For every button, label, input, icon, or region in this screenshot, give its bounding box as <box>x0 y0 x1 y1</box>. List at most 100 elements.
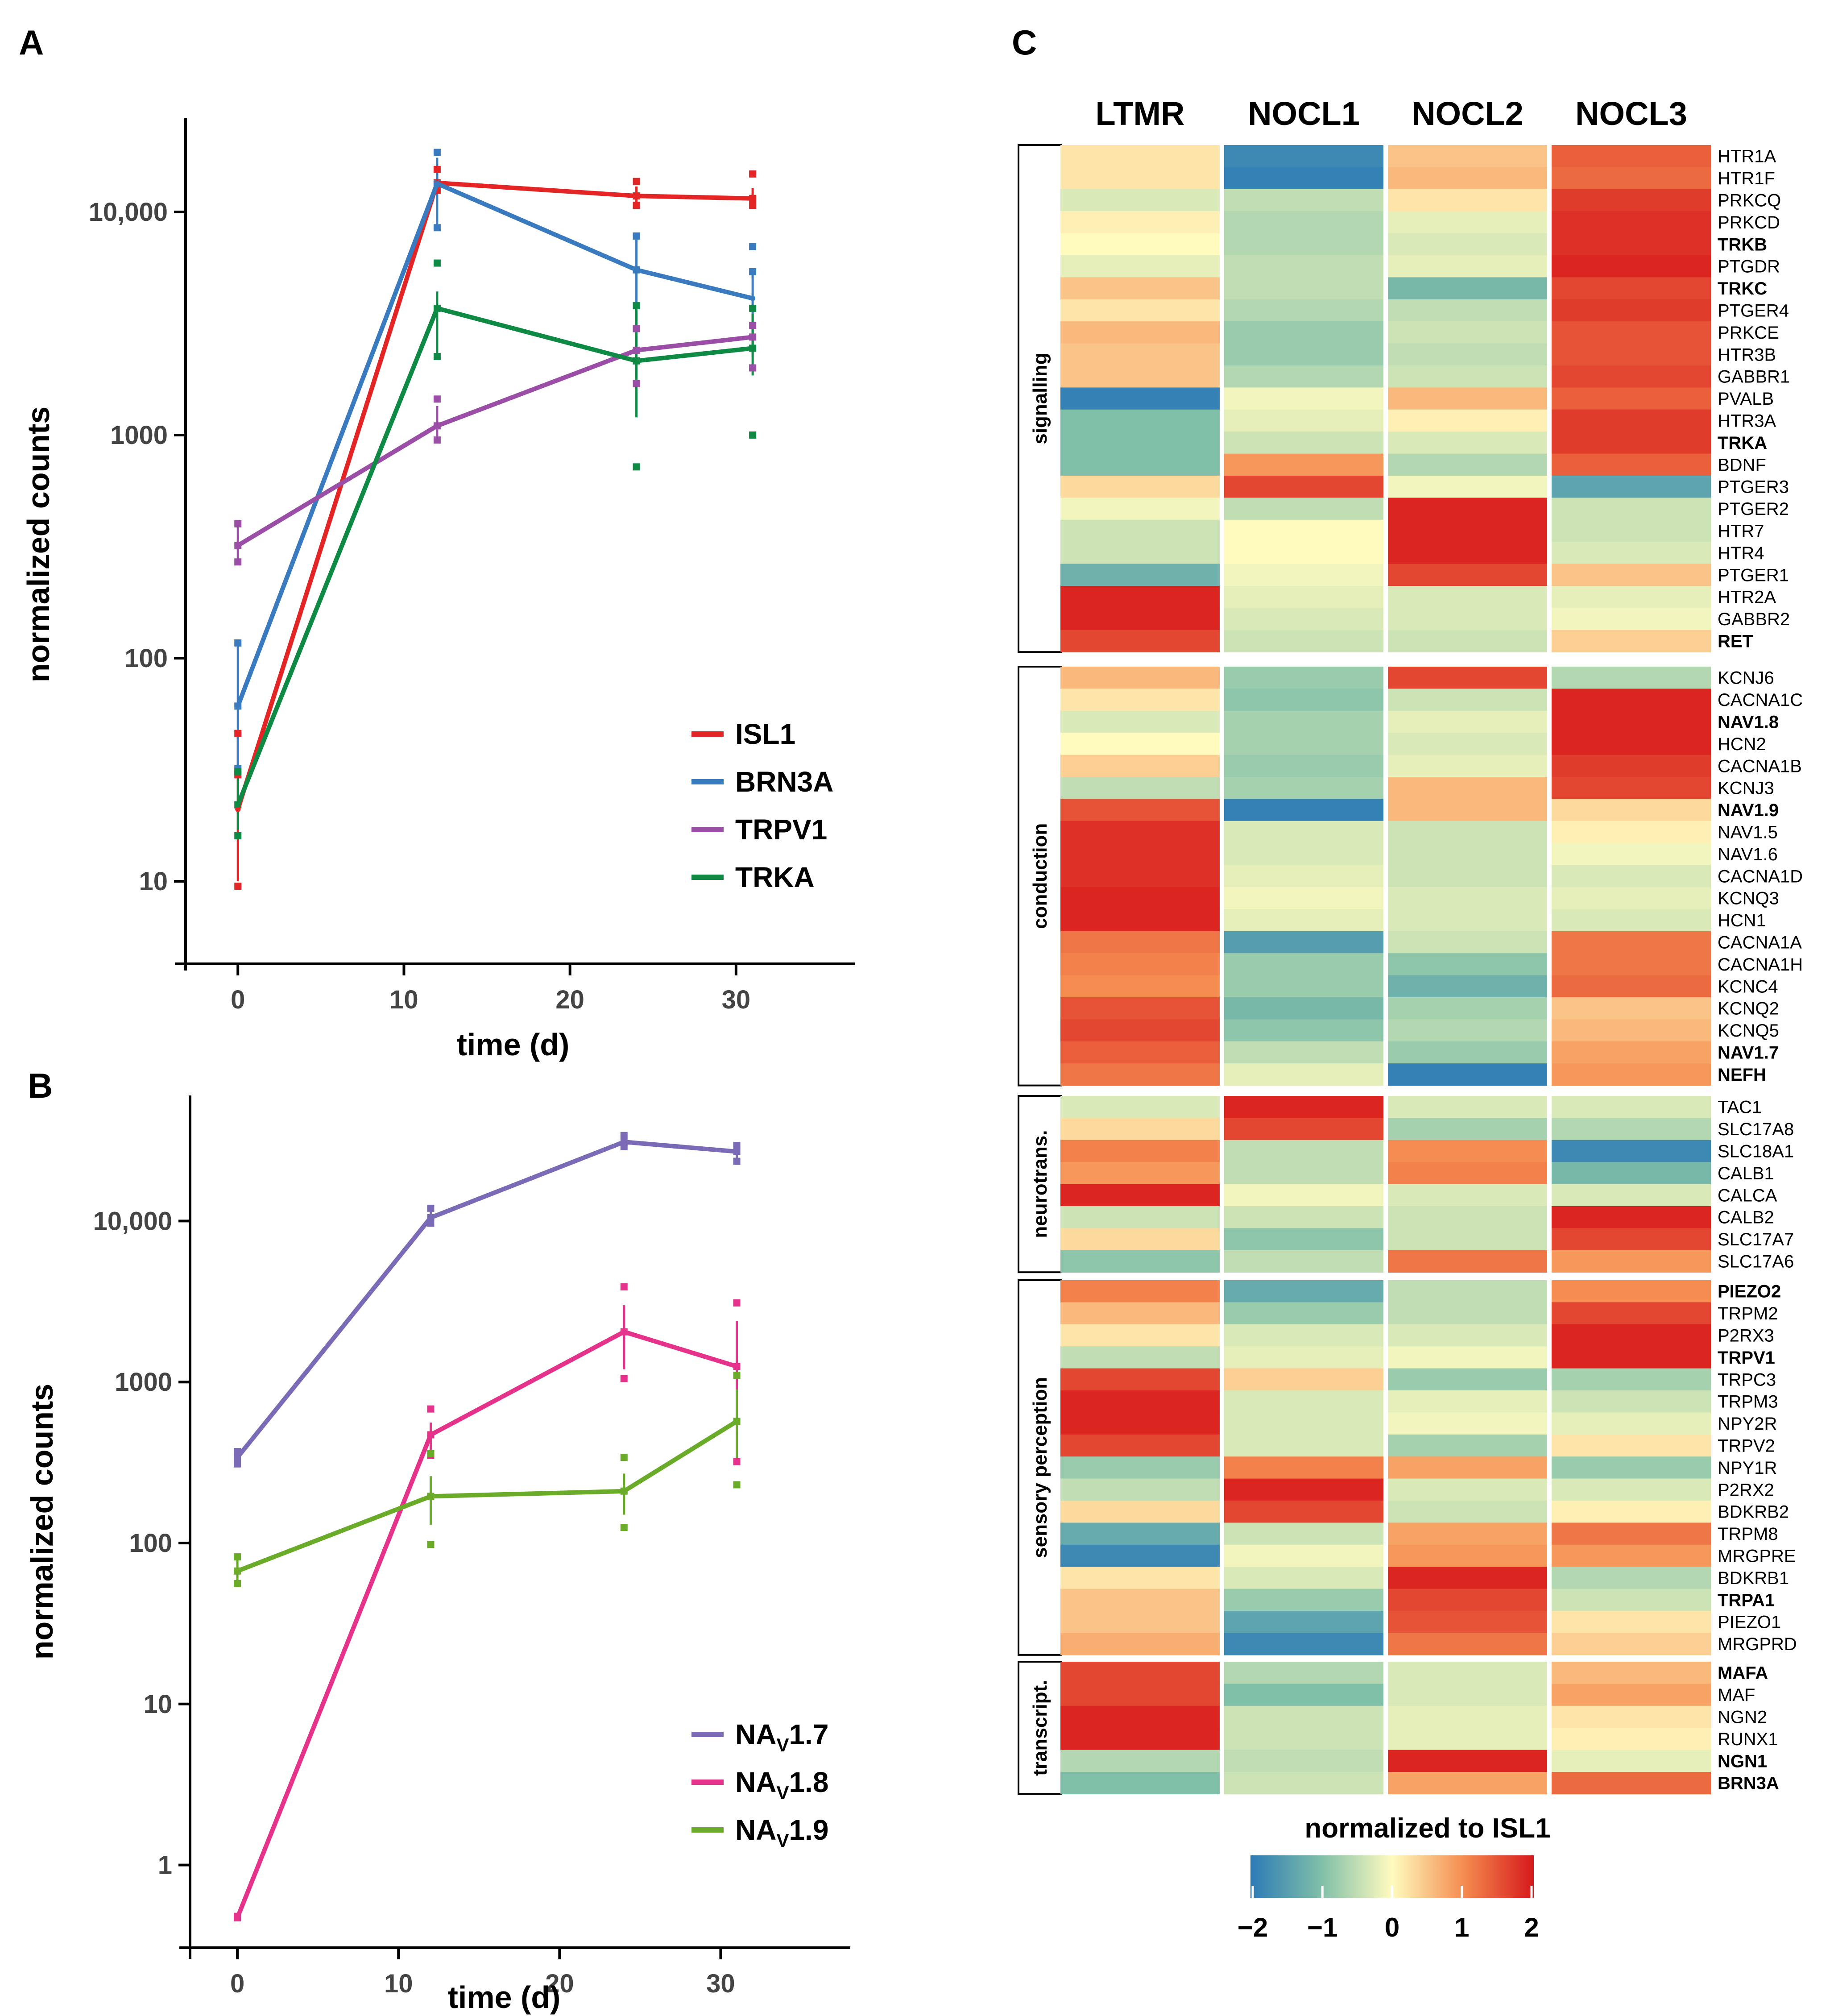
heatmap-cell <box>1388 564 1547 586</box>
heatmap-cell <box>1224 564 1383 586</box>
heatmap-cell <box>1552 1324 1711 1347</box>
heatmap-cell <box>1388 1412 1547 1435</box>
replicate-nav17 <box>733 1141 741 1149</box>
replicate-brn3a <box>433 224 441 232</box>
replicate-trka <box>749 431 757 439</box>
heatmap-cell <box>1060 608 1220 631</box>
heatmap-cell <box>1388 608 1547 631</box>
x-tick-label: 20 <box>545 1969 574 1998</box>
heatmap-cell <box>1388 931 1547 954</box>
heatmap-cell <box>1224 1456 1383 1479</box>
heatmap-cell <box>1552 689 1711 711</box>
heatmap-cell <box>1060 1662 1220 1684</box>
heatmap-cell <box>1388 1228 1547 1251</box>
point-isl1 <box>633 193 639 199</box>
heatmap-cell <box>1224 865 1383 888</box>
heatmap-cell <box>1552 1728 1711 1751</box>
heatmap-cell <box>1224 1096 1383 1119</box>
heatmap-cell <box>1060 145 1220 168</box>
error-bars <box>236 1135 738 1920</box>
heatmap-cell <box>1388 1063 1547 1086</box>
replicate-brn3a <box>633 232 640 240</box>
replicate-trpv1 <box>749 364 757 372</box>
heatmap-cell <box>1060 975 1220 998</box>
heatmap-groups: signalling conduction neurotrans. sensory p… <box>1018 144 1062 1795</box>
heatmap-cell <box>1224 1324 1383 1347</box>
heatmap-cell <box>1388 1184 1547 1207</box>
heatmap-cell <box>1388 975 1547 998</box>
row-label-cacna1h: CACNA1H <box>1718 955 1803 975</box>
heatmap-cell <box>1552 343 1711 366</box>
row-label-nav17: NAV1.7 <box>1718 1043 1779 1063</box>
point-trpv1 <box>750 334 756 340</box>
replicate-trpv1 <box>749 322 757 329</box>
heatmap-cell <box>1060 755 1220 777</box>
replicate-isl1 <box>749 170 757 178</box>
heatmap-cell <box>1552 1456 1711 1479</box>
point-brn3a <box>750 295 756 301</box>
point-nav19 <box>621 1488 627 1494</box>
heatmap-cell <box>1060 453 1220 476</box>
x-axis-title: time (d) <box>448 1980 561 2015</box>
chart-a: 10 100 1000 10,000 0 10 20 30 ISL1 BRN3A TRPV1 TR… <box>21 118 855 1062</box>
heatmap-cell <box>1224 630 1383 652</box>
colorbar-tick-label: 0 <box>1385 1912 1399 1942</box>
heatmap-cell <box>1552 1162 1711 1185</box>
column-label-nocl2: NOCL2 <box>1412 95 1524 132</box>
row-label-mafa: MAFA <box>1718 1663 1768 1683</box>
heatmap-cell <box>1060 1302 1220 1325</box>
heatmap-cell <box>1388 733 1547 755</box>
heatmap-cell <box>1060 887 1220 910</box>
row-label-cacna1a: CACNA1A <box>1718 933 1802 953</box>
heatmap-cell <box>1060 777 1220 800</box>
heatmap-cell <box>1388 1162 1547 1185</box>
heatmap-cell <box>1388 1589 1547 1611</box>
row-label-calca: CALCA <box>1718 1186 1777 1205</box>
row-label-slc17a7: SLC17A7 <box>1718 1230 1794 1249</box>
heatmap-cell <box>1060 1250 1220 1273</box>
y-tick-label: 1000 <box>115 1368 172 1397</box>
heatmap-cell <box>1060 1368 1220 1391</box>
heatmap-cell <box>1060 564 1220 586</box>
row-label-prkcq: PRKCQ <box>1718 191 1781 211</box>
heatmap-cell <box>1388 865 1547 888</box>
heatmap-cell <box>1552 1280 1711 1303</box>
row-label-htr7: HTR7 <box>1718 522 1764 541</box>
heatmap-cell <box>1388 777 1547 800</box>
heatmap-cell <box>1388 431 1547 454</box>
replicate-brn3a <box>749 268 757 275</box>
heatmap-cell <box>1388 630 1547 652</box>
heatmap-cell <box>1060 321 1220 344</box>
heatmap-cell <box>1224 387 1383 410</box>
row-label-htr2a: HTR2A <box>1718 588 1776 607</box>
row-label-piezo1: PIEZO1 <box>1718 1613 1781 1632</box>
heatmap-cell <box>1552 909 1711 932</box>
heatmap-cell <box>1552 1228 1711 1251</box>
heatmap-cell <box>1060 586 1220 609</box>
heatmap-cell <box>1552 519 1711 542</box>
heatmap-cell <box>1388 145 1547 168</box>
replicate-trpv1 <box>633 380 640 387</box>
heatmap-cell <box>1224 799 1383 821</box>
heatmap-cell <box>1224 1250 1383 1273</box>
heatmap-cell <box>1224 710 1383 733</box>
replicate-nav19 <box>620 1524 628 1531</box>
heatmap-cell <box>1224 1434 1383 1457</box>
heatmap-cell <box>1224 1478 1383 1501</box>
heatmap-cell <box>1388 1750 1547 1772</box>
heatmap-cell <box>1552 1346 1711 1369</box>
heatmap-cell <box>1060 233 1220 256</box>
heatmap-cell <box>1224 821 1383 843</box>
group-box-signalling <box>1018 144 1062 653</box>
group-label-signalling: signalling <box>1029 353 1051 444</box>
row-label-hcn2: HCN2 <box>1718 734 1766 754</box>
heatmap-cell <box>1224 1140 1383 1162</box>
heatmap-cell <box>1388 299 1547 322</box>
y-tick-label: 10 <box>139 867 168 896</box>
replicate-brn3a <box>433 149 441 156</box>
heatmap-cell <box>1552 1250 1711 1273</box>
heatmap-cell <box>1552 255 1711 278</box>
column-label-nocl1: NOCL1 <box>1248 95 1360 132</box>
heatmap-cell <box>1388 1728 1547 1751</box>
y-axis-title: normalized counts <box>25 1384 59 1659</box>
